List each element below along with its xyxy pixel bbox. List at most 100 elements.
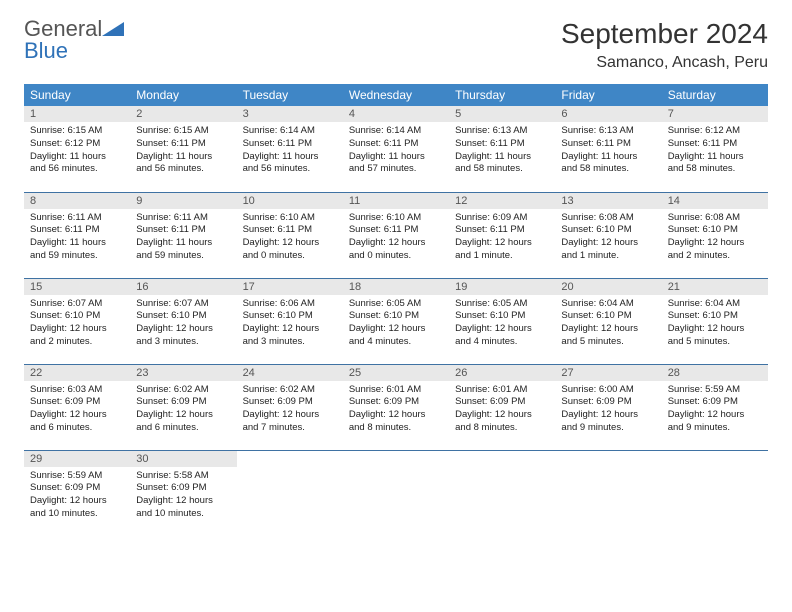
cell-body: Sunrise: 6:15 AMSunset: 6:11 PMDaylight:… (130, 122, 236, 179)
cell-body: Sunrise: 5:58 AMSunset: 6:09 PMDaylight:… (130, 467, 236, 524)
sunrise-text: Sunrise: 6:06 AM (243, 298, 337, 311)
daylight-text: Daylight: 12 hours and 2 minutes. (668, 237, 762, 263)
sunset-text: Sunset: 6:09 PM (30, 396, 124, 409)
calendar-cell: 30Sunrise: 5:58 AMSunset: 6:09 PMDayligh… (130, 450, 236, 536)
sunrise-text: Sunrise: 6:08 AM (668, 212, 762, 225)
sunset-text: Sunset: 6:11 PM (136, 138, 230, 151)
cell-body: Sunrise: 6:15 AMSunset: 6:12 PMDaylight:… (24, 122, 130, 179)
daylight-text: Daylight: 12 hours and 8 minutes. (349, 409, 443, 435)
cell-body: Sunrise: 6:05 AMSunset: 6:10 PMDaylight:… (343, 295, 449, 352)
sunset-text: Sunset: 6:12 PM (30, 138, 124, 151)
sunset-text: Sunset: 6:10 PM (30, 310, 124, 323)
cell-body: Sunrise: 6:04 AMSunset: 6:10 PMDaylight:… (662, 295, 768, 352)
dayhead-sat: Saturday (662, 84, 768, 106)
cell-body: Sunrise: 6:13 AMSunset: 6:11 PMDaylight:… (555, 122, 661, 179)
calendar-cell: 16Sunrise: 6:07 AMSunset: 6:10 PMDayligh… (130, 278, 236, 364)
daylight-text: Daylight: 11 hours and 59 minutes. (136, 237, 230, 263)
sunrise-text: Sunrise: 6:08 AM (561, 212, 655, 225)
calendar-cell: 5Sunrise: 6:13 AMSunset: 6:11 PMDaylight… (449, 106, 555, 192)
sunset-text: Sunset: 6:11 PM (349, 224, 443, 237)
calendar-cell (237, 450, 343, 536)
sunset-text: Sunset: 6:09 PM (349, 396, 443, 409)
dayhead-sun: Sunday (24, 84, 130, 106)
calendar-cell: 26Sunrise: 6:01 AMSunset: 6:09 PMDayligh… (449, 364, 555, 450)
sunrise-text: Sunrise: 6:02 AM (136, 384, 230, 397)
sunset-text: Sunset: 6:09 PM (561, 396, 655, 409)
sunrise-text: Sunrise: 6:15 AM (136, 125, 230, 138)
calendar-cell: 27Sunrise: 6:00 AMSunset: 6:09 PMDayligh… (555, 364, 661, 450)
brand-name-2: Blue (24, 38, 68, 63)
day-number: 12 (449, 193, 555, 209)
day-number: 25 (343, 365, 449, 381)
calendar-cell (555, 450, 661, 536)
daylight-text: Daylight: 11 hours and 56 minutes. (136, 151, 230, 177)
cell-body: Sunrise: 6:07 AMSunset: 6:10 PMDaylight:… (24, 295, 130, 352)
cell-body: Sunrise: 6:06 AMSunset: 6:10 PMDaylight:… (237, 295, 343, 352)
cell-body: Sunrise: 6:02 AMSunset: 6:09 PMDaylight:… (130, 381, 236, 438)
cell-body: Sunrise: 6:01 AMSunset: 6:09 PMDaylight:… (449, 381, 555, 438)
sunrise-text: Sunrise: 6:07 AM (136, 298, 230, 311)
dayhead-mon: Monday (130, 84, 236, 106)
page-title: September 2024 (561, 18, 768, 50)
daylight-text: Daylight: 11 hours and 56 minutes. (30, 151, 124, 177)
day-number: 22 (24, 365, 130, 381)
calendar-cell: 29Sunrise: 5:59 AMSunset: 6:09 PMDayligh… (24, 450, 130, 536)
daylight-text: Daylight: 12 hours and 6 minutes. (30, 409, 124, 435)
sunset-text: Sunset: 6:10 PM (668, 224, 762, 237)
calendar-cell: 23Sunrise: 6:02 AMSunset: 6:09 PMDayligh… (130, 364, 236, 450)
sunset-text: Sunset: 6:10 PM (349, 310, 443, 323)
cell-body: Sunrise: 6:09 AMSunset: 6:11 PMDaylight:… (449, 209, 555, 266)
brand-logo: General Blue (24, 18, 124, 62)
daylight-text: Daylight: 12 hours and 9 minutes. (561, 409, 655, 435)
calendar-cell: 25Sunrise: 6:01 AMSunset: 6:09 PMDayligh… (343, 364, 449, 450)
sunrise-text: Sunrise: 6:15 AM (30, 125, 124, 138)
calendar-cell: 19Sunrise: 6:05 AMSunset: 6:10 PMDayligh… (449, 278, 555, 364)
title-block: September 2024 Samanco, Ancash, Peru (561, 18, 768, 72)
dayhead-fri: Friday (555, 84, 661, 106)
triangle-icon (102, 18, 124, 40)
daylight-text: Daylight: 11 hours and 58 minutes. (561, 151, 655, 177)
calendar-cell: 2Sunrise: 6:15 AMSunset: 6:11 PMDaylight… (130, 106, 236, 192)
cell-body: Sunrise: 6:01 AMSunset: 6:09 PMDaylight:… (343, 381, 449, 438)
sunset-text: Sunset: 6:10 PM (561, 310, 655, 323)
day-number: 6 (555, 106, 661, 122)
calendar-cell: 8Sunrise: 6:11 AMSunset: 6:11 PMDaylight… (24, 192, 130, 278)
calendar-row: 22Sunrise: 6:03 AMSunset: 6:09 PMDayligh… (24, 364, 768, 450)
sunset-text: Sunset: 6:11 PM (30, 224, 124, 237)
sunset-text: Sunset: 6:11 PM (561, 138, 655, 151)
daylight-text: Daylight: 11 hours and 58 minutes. (455, 151, 549, 177)
day-header-row: Sunday Monday Tuesday Wednesday Thursday… (24, 84, 768, 106)
day-number: 9 (130, 193, 236, 209)
calendar-cell: 6Sunrise: 6:13 AMSunset: 6:11 PMDaylight… (555, 106, 661, 192)
day-number: 7 (662, 106, 768, 122)
day-number: 24 (237, 365, 343, 381)
day-number: 13 (555, 193, 661, 209)
cell-body: Sunrise: 6:11 AMSunset: 6:11 PMDaylight:… (24, 209, 130, 266)
day-number: 2 (130, 106, 236, 122)
calendar-cell: 21Sunrise: 6:04 AMSunset: 6:10 PMDayligh… (662, 278, 768, 364)
daylight-text: Daylight: 12 hours and 3 minutes. (243, 323, 337, 349)
sunset-text: Sunset: 6:11 PM (349, 138, 443, 151)
dayhead-tue: Tuesday (237, 84, 343, 106)
sunset-text: Sunset: 6:09 PM (455, 396, 549, 409)
sunset-text: Sunset: 6:11 PM (455, 138, 549, 151)
cell-body: Sunrise: 6:02 AMSunset: 6:09 PMDaylight:… (237, 381, 343, 438)
sunset-text: Sunset: 6:10 PM (668, 310, 762, 323)
sunrise-text: Sunrise: 6:02 AM (243, 384, 337, 397)
sunrise-text: Sunrise: 6:11 AM (30, 212, 124, 225)
sunset-text: Sunset: 6:11 PM (243, 138, 337, 151)
sunrise-text: Sunrise: 6:00 AM (561, 384, 655, 397)
cell-body: Sunrise: 6:10 AMSunset: 6:11 PMDaylight:… (237, 209, 343, 266)
cell-body: Sunrise: 6:14 AMSunset: 6:11 PMDaylight:… (343, 122, 449, 179)
header: General Blue September 2024 Samanco, Anc… (24, 18, 768, 72)
calendar-cell: 13Sunrise: 6:08 AMSunset: 6:10 PMDayligh… (555, 192, 661, 278)
cell-body: Sunrise: 6:00 AMSunset: 6:09 PMDaylight:… (555, 381, 661, 438)
sunset-text: Sunset: 6:10 PM (243, 310, 337, 323)
day-number: 20 (555, 279, 661, 295)
day-number: 19 (449, 279, 555, 295)
calendar-cell: 14Sunrise: 6:08 AMSunset: 6:10 PMDayligh… (662, 192, 768, 278)
sunset-text: Sunset: 6:10 PM (455, 310, 549, 323)
cell-body: Sunrise: 6:12 AMSunset: 6:11 PMDaylight:… (662, 122, 768, 179)
daylight-text: Daylight: 12 hours and 0 minutes. (349, 237, 443, 263)
cell-body: Sunrise: 5:59 AMSunset: 6:09 PMDaylight:… (24, 467, 130, 524)
